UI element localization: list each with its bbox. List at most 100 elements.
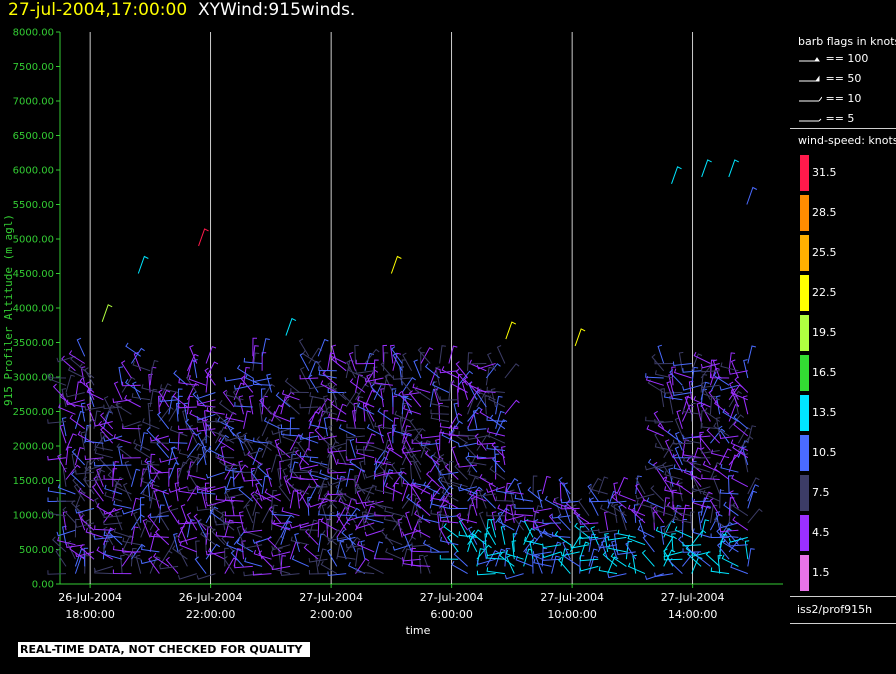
wind-barb <box>451 429 468 444</box>
wind-barb <box>451 380 468 393</box>
wind-barb <box>205 500 225 507</box>
wind-barb <box>167 505 179 524</box>
wind-barb <box>700 497 709 516</box>
wind-barb <box>437 476 450 495</box>
wind-barb <box>319 469 337 480</box>
wind-barb <box>130 547 137 567</box>
wind-barb <box>214 426 228 444</box>
wind-barb <box>601 540 609 560</box>
wind-barb <box>218 437 235 451</box>
wind-barb <box>414 386 431 401</box>
wind-barb <box>122 537 141 546</box>
wind-barb <box>604 533 609 552</box>
wind-barb <box>280 571 300 576</box>
wind-barb <box>467 526 478 545</box>
wind-barb <box>366 423 384 437</box>
wind-barb <box>730 563 748 575</box>
wind-barb <box>411 497 420 516</box>
wind-barb <box>78 487 95 502</box>
wind-barb <box>743 359 749 379</box>
wind-barb <box>103 507 123 515</box>
wind-barb <box>441 495 459 509</box>
wind-barb <box>420 347 434 364</box>
wind-barb <box>715 417 721 437</box>
wind-barb <box>467 396 478 415</box>
wind-barb <box>455 368 468 386</box>
wind-barb <box>142 518 151 538</box>
wind-barb <box>589 497 608 503</box>
wind-barb <box>364 389 376 408</box>
wind-barb <box>732 516 749 531</box>
wind-barb <box>559 482 565 502</box>
wind-barb <box>674 446 683 466</box>
wind-barb <box>718 425 730 444</box>
wind-barb <box>509 489 515 509</box>
wind-barb <box>348 533 356 553</box>
wind-barb <box>339 540 347 560</box>
wind-barb <box>654 359 674 365</box>
wind-barb <box>455 361 468 379</box>
wind-barb <box>321 504 328 524</box>
wind-barb <box>691 447 702 466</box>
wind-barb <box>671 533 676 552</box>
wind-barb <box>744 540 750 560</box>
wind-barb <box>224 476 235 495</box>
wind-barb <box>402 529 422 537</box>
wind-barb <box>263 417 282 430</box>
wind-barb <box>365 514 384 524</box>
wind-barb <box>495 507 510 524</box>
colorbar-swatch <box>800 435 809 471</box>
wind-barb <box>79 377 95 393</box>
wind-barb <box>613 533 619 552</box>
wind-barb <box>489 414 506 430</box>
wind-barb <box>252 345 259 364</box>
wind-barb <box>308 483 328 489</box>
wind-barb <box>654 464 674 470</box>
wind-barb <box>114 482 132 495</box>
wind-barb <box>79 514 95 531</box>
colorbar-swatch <box>800 475 809 511</box>
wind-barb <box>430 548 449 553</box>
wind-barb <box>294 533 300 553</box>
wind-barb <box>673 464 692 473</box>
wind-barb-icon <box>799 118 822 122</box>
wind-barb <box>467 406 483 422</box>
wind-barb <box>153 552 170 567</box>
wind-barb <box>93 421 113 427</box>
wind-barb <box>96 546 113 560</box>
wind-barb <box>299 475 319 480</box>
wind-barb <box>327 468 347 474</box>
wind-barb <box>339 488 356 502</box>
x-tick-date: 26-Jul-2004 <box>58 591 122 604</box>
wind-barb <box>261 352 267 371</box>
wind-barb <box>682 384 702 391</box>
wind-barb <box>485 366 494 386</box>
wind-barb <box>524 548 543 560</box>
wind-barb <box>252 352 260 371</box>
wind-barb <box>177 457 193 473</box>
wind-profile-chart: 0.00 500.00 1000.00 1500.00 2000.00 2500.00 30… <box>2 28 783 637</box>
wind-barb <box>281 507 300 517</box>
wind-barb <box>299 522 319 529</box>
wind-barb <box>219 400 235 415</box>
wind-barb <box>663 502 683 509</box>
wind-barb <box>491 455 506 473</box>
wind-barb <box>113 381 123 401</box>
wind-barb <box>261 493 281 500</box>
wind-barb <box>692 498 711 509</box>
wind-barb <box>187 486 207 492</box>
wind-barb <box>657 344 665 364</box>
wind-barb <box>617 529 636 538</box>
wind-barb <box>448 345 458 364</box>
wind-barb <box>713 371 730 386</box>
wind-barb <box>449 477 468 488</box>
wind-barb <box>747 345 757 364</box>
wind-barb <box>700 383 720 389</box>
wind-barb <box>355 486 375 493</box>
wind-barb <box>278 484 291 502</box>
wind-barb <box>338 497 356 509</box>
wind-barb <box>280 526 291 545</box>
wind-barb <box>115 401 132 415</box>
wind-barb <box>747 508 763 524</box>
wind-barb <box>486 486 506 494</box>
